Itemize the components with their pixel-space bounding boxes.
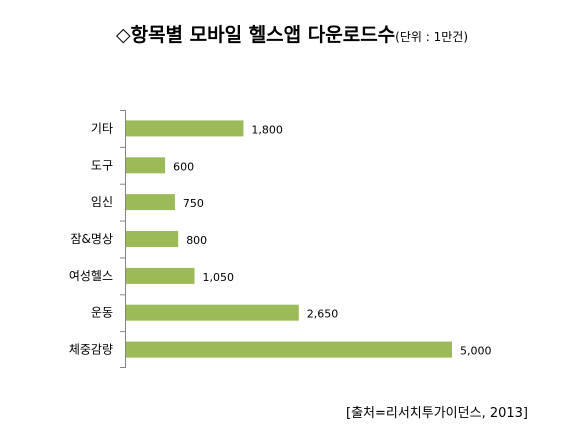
bar bbox=[126, 231, 179, 247]
category-label: 운동 bbox=[91, 306, 113, 320]
bar bbox=[126, 267, 195, 284]
bars-group: 기타 1,800 도구 600 임신 750 잠&명상 800 여성헬스 1,050 운동 2,650… bbox=[69, 110, 492, 368]
bar bbox=[126, 120, 244, 137]
bar bbox=[126, 194, 175, 211]
data-label: 750 bbox=[183, 197, 204, 210]
data-label: 5,000 bbox=[460, 345, 492, 358]
bar bbox=[126, 341, 452, 358]
category-label: 도구 bbox=[91, 158, 113, 172]
category-label: 체중감량 bbox=[69, 343, 113, 357]
bar bbox=[126, 304, 299, 321]
category-label: 기타 bbox=[91, 121, 113, 135]
data-label: 1,800 bbox=[251, 123, 283, 136]
chart-title-block: ◇항목별 모바일 헬스앱 다운로드수(단위 : 1만건) bbox=[0, 20, 584, 47]
bar bbox=[126, 157, 166, 174]
source-note: [출처=리서치투가이던스, 2013] bbox=[346, 406, 528, 421]
data-label: 2,650 bbox=[307, 308, 339, 321]
data-label: 800 bbox=[186, 234, 207, 247]
category-label: 여성헬스 bbox=[69, 269, 113, 283]
data-label: 1,050 bbox=[203, 271, 235, 284]
data-label: 600 bbox=[173, 160, 194, 173]
category-label: 임신 bbox=[91, 195, 113, 209]
chart-title: ◇항목별 모바일 헬스앱 다운로드수 bbox=[115, 24, 396, 46]
chart-unit: (단위 : 1만건) bbox=[395, 30, 469, 44]
category-label: 잠&명상 bbox=[71, 232, 113, 246]
